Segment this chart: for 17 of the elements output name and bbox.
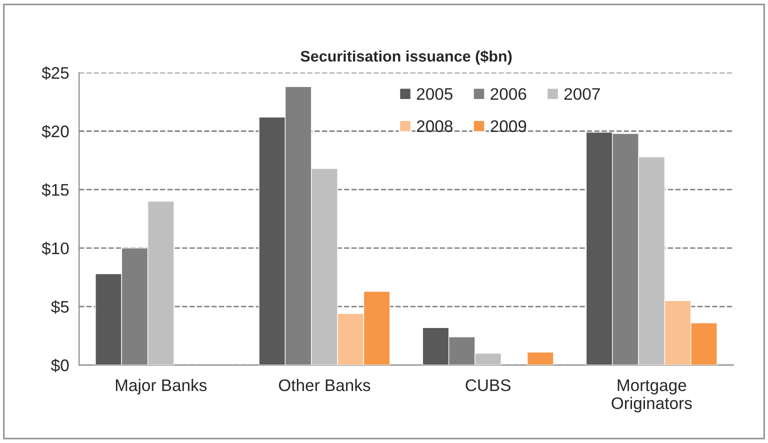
x-tick-label: Mortgage Originators xyxy=(612,380,692,412)
legend-label: 2005 xyxy=(416,88,452,100)
x-tick-label: Other Banks xyxy=(278,378,370,392)
y-tick-label: $15 xyxy=(42,183,69,197)
legend-label: 2007 xyxy=(564,88,600,100)
x-tick-label: Major Banks xyxy=(116,378,207,394)
legend-label: 2006 xyxy=(490,88,526,100)
y-tick-label: $20 xyxy=(42,124,69,138)
y-tick-label: $5 xyxy=(51,300,69,314)
y-tick-label: $0 xyxy=(51,358,69,372)
y-tick-label: $25 xyxy=(42,66,69,80)
bar xyxy=(526,352,554,366)
y-tick-label: $10 xyxy=(42,242,69,256)
x-tick-label: CUBS xyxy=(466,379,510,392)
legend-label: 2009 xyxy=(490,120,526,132)
legend-label: 2008 xyxy=(416,120,452,132)
chart-title: Securitisation issuance ($bn) xyxy=(300,50,512,65)
